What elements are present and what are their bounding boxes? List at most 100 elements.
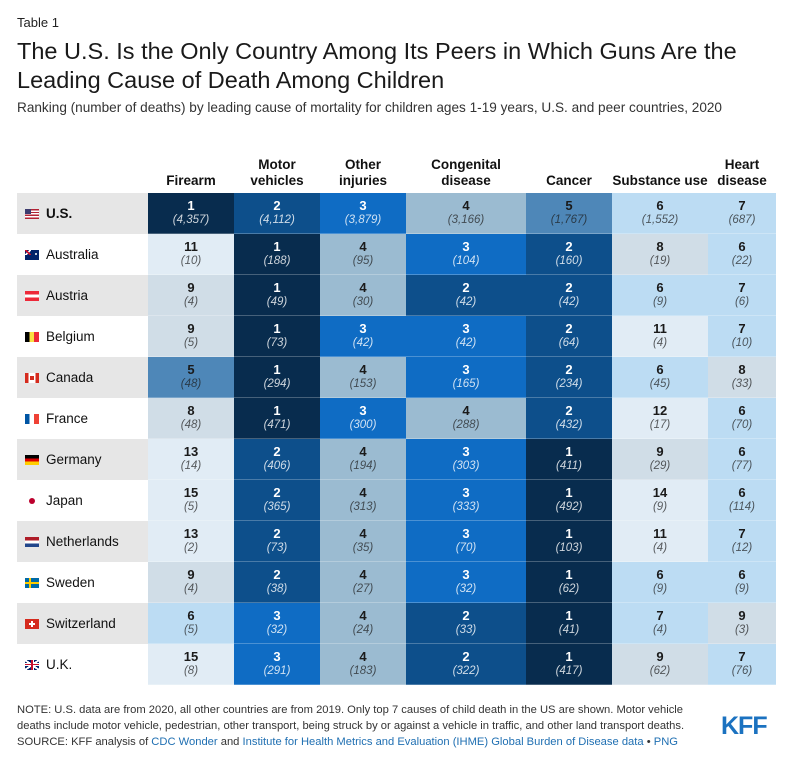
cell-substance-use: 9 (62) — [612, 644, 708, 685]
country-name: Switzerland — [46, 616, 116, 631]
cell-motor-vehicles: 1 (73) — [234, 316, 320, 357]
death-count: (8) — [183, 665, 199, 677]
death-count: (406) — [263, 460, 291, 472]
death-count: (33) — [731, 378, 753, 390]
cell-other-injuries: 3 (300) — [320, 398, 406, 439]
rank-value: 1 — [273, 321, 281, 336]
death-count: (300) — [349, 419, 377, 431]
cell-substance-use: 6 (45) — [612, 357, 708, 398]
death-count: (70) — [455, 542, 477, 554]
death-count: (1,767) — [550, 214, 588, 226]
cell-other-injuries: 4 (27) — [320, 562, 406, 603]
sweden-flag-icon — [25, 577, 39, 588]
death-count: (4,112) — [259, 214, 295, 226]
country-name: U.S. — [46, 206, 73, 221]
rank-value: 8 — [738, 362, 746, 377]
death-count: (49) — [266, 296, 288, 308]
rank-value: 2 — [565, 362, 573, 377]
rank-value: 3 — [273, 608, 281, 623]
cell-motor-vehicles: 2 (365) — [234, 480, 320, 521]
country-cell: U.K. — [17, 644, 148, 685]
column-header-heart-disease: Heart disease — [717, 157, 767, 188]
death-count: (291) — [263, 665, 291, 677]
rank-value: 9 — [187, 280, 195, 295]
rank-value: 1 — [273, 280, 281, 295]
rank-value: 15 — [183, 485, 199, 500]
rank-value: 2 — [273, 444, 281, 459]
cell-heart-disease: 7 (76) — [708, 644, 776, 685]
uk-flag-icon — [25, 659, 39, 670]
cell-heart-disease: 6 (77) — [708, 439, 776, 480]
death-count: (77) — [731, 460, 753, 472]
rank-value: 3 — [462, 485, 470, 500]
rank-value: 1 — [565, 444, 573, 459]
cell-congenital-disease: 4 (288) — [406, 398, 526, 439]
cell-motor-vehicles: 1 (294) — [234, 357, 320, 398]
rank-value: 1 — [187, 198, 195, 213]
rank-value: 2 — [462, 280, 470, 295]
rank-value: 5 — [187, 362, 195, 377]
ihme-link[interactable]: Institute for Health Metrics and Evaluat… — [242, 736, 644, 748]
death-count: (30) — [352, 296, 374, 308]
death-count: (234) — [555, 378, 583, 390]
cell-substance-use: 12 (17) — [612, 398, 708, 439]
rank-value: 2 — [273, 567, 281, 582]
death-count: (29) — [649, 460, 671, 472]
cell-cancer: 1 (103) — [526, 521, 612, 562]
rank-value: 4 — [359, 444, 367, 459]
death-count: (492) — [555, 501, 583, 513]
rank-value: 1 — [273, 403, 281, 418]
png-link[interactable]: PNG — [653, 736, 678, 748]
death-count: (5) — [183, 501, 199, 513]
cell-firearm: 9 (5) — [148, 316, 234, 357]
cell-firearm: 1 (4,357) — [148, 193, 234, 234]
rank-value: 3 — [462, 567, 470, 582]
rank-value: 7 — [738, 280, 746, 295]
death-count: (303) — [452, 460, 480, 472]
cell-cancer: 2 (160) — [526, 234, 612, 275]
rank-value: 13 — [183, 526, 199, 541]
cell-cancer: 1 (411) — [526, 439, 612, 480]
country-cell: Germany — [17, 439, 148, 480]
death-count: (42) — [455, 337, 477, 349]
death-count: (9) — [652, 296, 668, 308]
rank-value: 4 — [359, 485, 367, 500]
cell-other-injuries: 3 (42) — [320, 316, 406, 357]
country-cell: Sweden — [17, 562, 148, 603]
death-count: (104) — [452, 255, 480, 267]
rank-value: 9 — [656, 444, 664, 459]
column-header-firearm: Firearm — [166, 173, 216, 188]
cdc-wonder-link[interactable]: CDC Wonder — [151, 736, 218, 748]
germany-flag-icon — [25, 454, 39, 465]
cell-firearm: 15 (8) — [148, 644, 234, 685]
death-count: (17) — [649, 419, 671, 431]
cell-heart-disease: 9 (3) — [708, 603, 776, 644]
death-count: (62) — [649, 665, 671, 677]
death-count: (24) — [352, 624, 374, 636]
death-count: (1,552) — [641, 214, 679, 226]
rank-value: 9 — [738, 608, 746, 623]
rank-value: 14 — [652, 485, 668, 500]
rank-value: 5 — [565, 198, 573, 213]
country-name: Canada — [46, 370, 94, 385]
rank-value: 4 — [359, 649, 367, 664]
column-header-other-injuries: Other injuries — [338, 157, 387, 188]
cell-congenital-disease: 2 (42) — [406, 275, 526, 316]
table-row: Sweden 9 (4) 2 (38) 4 (27) 3 (32) 1 (62) 6 (9) 6 (9) — [17, 562, 776, 603]
cell-other-injuries: 4 (153) — [320, 357, 406, 398]
footnote: NOTE: U.S. data are from 2020, all other… — [17, 702, 707, 750]
death-count: (411) — [556, 460, 582, 472]
rank-value: 1 — [565, 608, 573, 623]
death-count: (365) — [263, 501, 291, 513]
rank-value: 4 — [359, 526, 367, 541]
cell-cancer: 2 (234) — [526, 357, 612, 398]
death-count: (33) — [455, 624, 477, 636]
cell-substance-use: 9 (29) — [612, 439, 708, 480]
table-row: Switzerland 6 (5) 3 (32) 4 (24) 2 (33) 1 (41) 7 (4) 9… — [17, 603, 776, 644]
death-count: (22) — [731, 255, 753, 267]
japan-flag-icon — [25, 495, 39, 506]
cell-cancer: 2 (432) — [526, 398, 612, 439]
rank-value: 6 — [656, 198, 664, 213]
death-count: (313) — [349, 501, 377, 513]
death-count: (19) — [649, 255, 671, 267]
